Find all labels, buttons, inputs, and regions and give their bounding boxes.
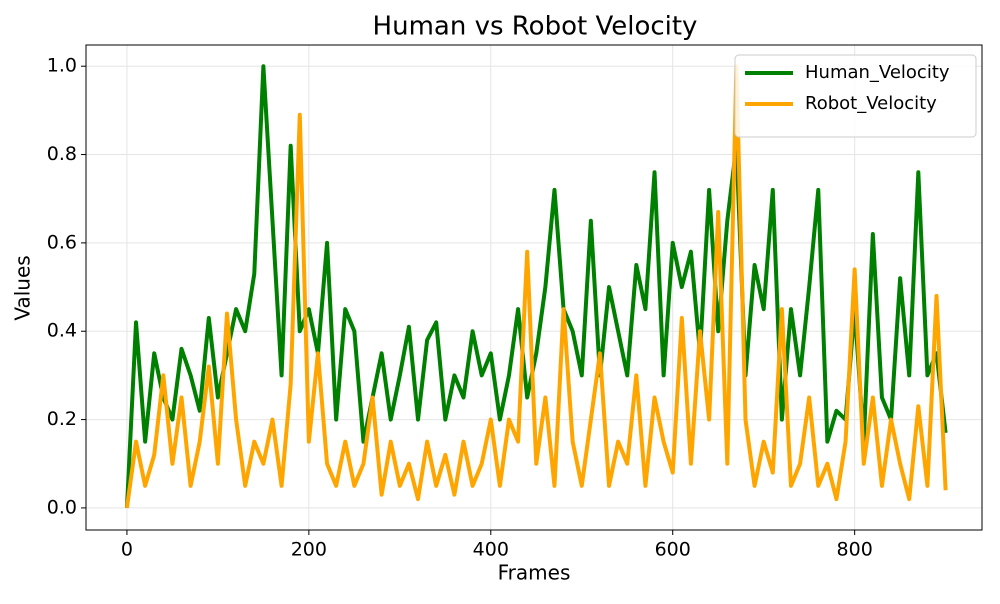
y-tick-label: 0.8 [47,143,77,165]
y-tick-label: 0.2 [47,408,77,430]
x-tick-label: 0 [121,539,133,561]
data-line [124,64,948,509]
chart-title: Human vs Robot Velocity [373,12,698,42]
x-tick-label: 400 [473,539,509,561]
y-axis-label: Values [11,255,35,320]
x-tick-label: 200 [291,539,327,561]
x-tick-label: 600 [655,539,691,561]
y-tick-label: 0.0 [47,496,77,518]
x-axis-label: Frames [498,561,571,585]
data-line [124,64,948,509]
x-tick-label: 800 [837,539,873,561]
y-tick-label: 0.6 [47,231,77,253]
y-tick-label: 1.0 [47,55,77,77]
legend-label: Robot_Velocity [805,93,937,114]
legend-label: Human_Velocity [805,62,950,83]
legend-box [734,54,977,138]
plot-frame [85,44,983,531]
y-tick-label: 0.4 [47,320,77,342]
